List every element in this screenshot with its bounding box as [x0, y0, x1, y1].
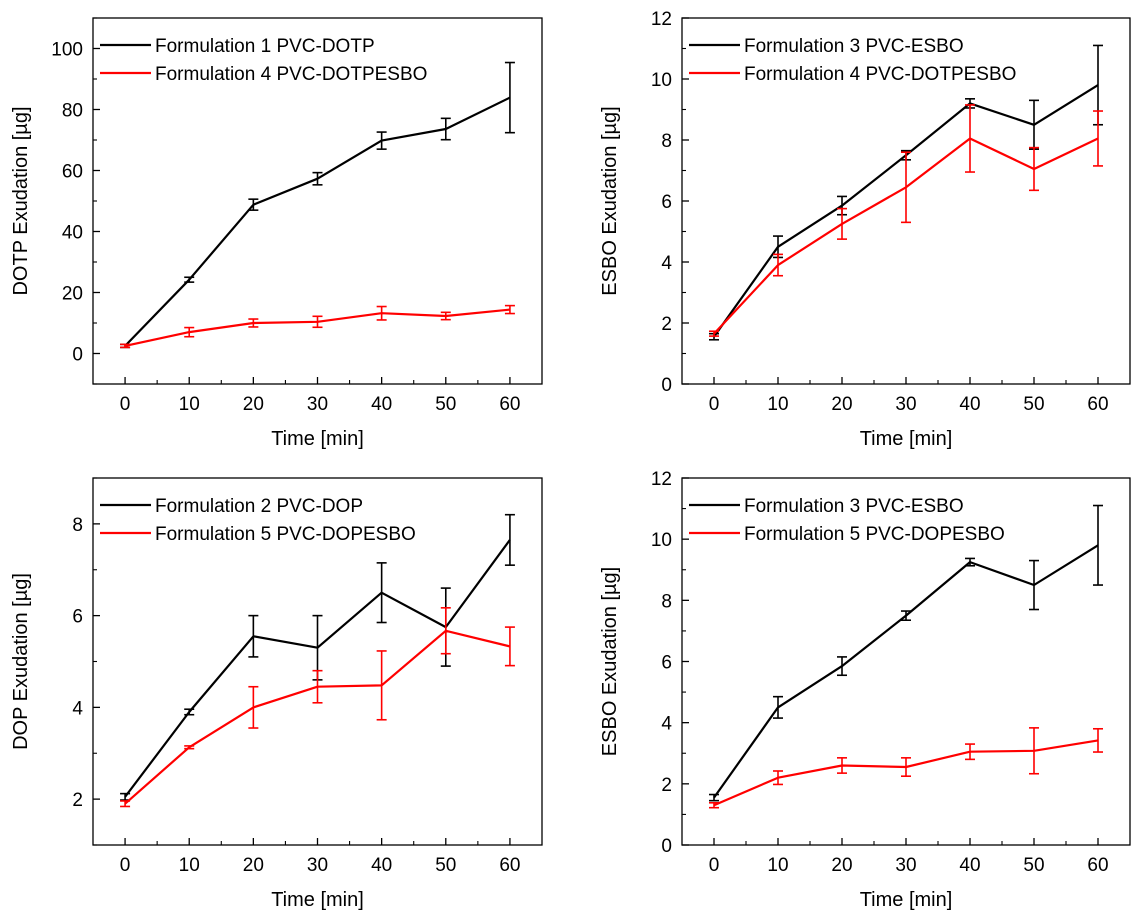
- y-tick-label: 20: [62, 284, 83, 305]
- x-tick-label: 10: [767, 394, 788, 415]
- series-black: [120, 61, 515, 349]
- x-tick-label: 40: [959, 394, 980, 415]
- y-tick-label: 4: [72, 698, 83, 719]
- x-tick-label: 50: [1023, 394, 1044, 415]
- y-tick-label: 12: [651, 9, 672, 30]
- y-tick-label: 60: [62, 162, 83, 183]
- y-tick-label: 0: [661, 836, 672, 857]
- legend-label: Formulation 3 PVC-ESBO: [744, 36, 964, 57]
- y-axis-label: ESBO Exudation [µg]: [599, 106, 621, 295]
- y-tick-label: 2: [72, 790, 83, 811]
- legend: Formulation 3 PVC-ESBO Formulation 4 PVC-…: [689, 36, 1016, 85]
- y-axis-label: ESBO Exudation [µg]: [599, 567, 621, 756]
- y-tick-label: 0: [661, 375, 672, 396]
- x-tick-label: 10: [179, 855, 200, 876]
- y-tick-label: 100: [51, 40, 83, 61]
- legend-label: Formulation 5 PVC-DOPESBO: [744, 524, 1005, 545]
- x-tick-label: 60: [1087, 394, 1108, 415]
- x-axis-label: Time [min]: [271, 889, 364, 911]
- series-red: [709, 727, 1103, 809]
- legend-label: Formulation 5 PVC-DOPESBO: [155, 524, 416, 545]
- x-tick-label: 0: [120, 855, 131, 876]
- x-tick-label: 20: [831, 855, 852, 876]
- x-tick-label: 0: [709, 394, 720, 415]
- y-tick-label: 0: [72, 345, 83, 366]
- x-tick-label: 30: [307, 855, 328, 876]
- x-tick-label: 10: [179, 394, 200, 415]
- x-tick-label: 40: [959, 855, 980, 876]
- y-tick-label: 6: [661, 192, 672, 213]
- y-tick-label: 8: [661, 131, 672, 152]
- y-tick-label: 40: [62, 223, 83, 244]
- legend-label: Formulation 4 PVC-DOTPESBO: [744, 64, 1016, 85]
- legend-label: Formulation 1 PVC-DOTP: [155, 36, 375, 57]
- x-tick-label: 20: [243, 855, 264, 876]
- y-tick-label: 4: [661, 714, 672, 735]
- series-red: [120, 607, 515, 808]
- series-black: [709, 504, 1103, 802]
- x-tick-label: 0: [120, 394, 131, 415]
- series-red: [709, 104, 1103, 337]
- x-axis-label: Time [min]: [860, 428, 953, 450]
- y-tick-label: 80: [62, 101, 83, 122]
- x-tick-label: 30: [307, 394, 328, 415]
- y-tick-label: 12: [651, 469, 672, 490]
- y-tick-label: 8: [661, 591, 672, 612]
- x-tick-label: 50: [1023, 855, 1044, 876]
- panel-esbo-top: 0 10 20 30 40 50 60 0 2 4 6 8 10 12 Time [min] ESBO Exu…: [599, 9, 1131, 450]
- x-tick-label: 0: [709, 855, 720, 876]
- x-tick-label: 30: [895, 394, 916, 415]
- y-axis-label: DOP Exudation [µg]: [10, 573, 32, 750]
- y-tick-label: 4: [661, 253, 672, 274]
- legend-label: Formulation 2 PVC-DOP: [155, 496, 363, 517]
- x-axis-label: Time [min]: [271, 428, 364, 450]
- x-tick-label: 20: [831, 394, 852, 415]
- x-tick-label: 20: [243, 394, 264, 415]
- x-tick-label: 40: [371, 394, 392, 415]
- y-tick-label: 8: [72, 515, 83, 536]
- y-tick-label: 10: [651, 70, 672, 91]
- legend-label: Formulation 3 PVC-ESBO: [744, 496, 964, 517]
- x-tick-label: 50: [435, 855, 456, 876]
- y-tick-label: 2: [661, 775, 672, 796]
- series-red: [120, 304, 515, 349]
- y-tick-label: 2: [661, 314, 672, 335]
- panel-dop: 0 10 20 30 40 50 60 2 4 6 8 Time [min] DOP Exudation…: [10, 477, 543, 911]
- x-tick-label: 60: [499, 855, 520, 876]
- y-tick-label: 6: [72, 607, 83, 628]
- legend: Formulation 1 PVC-DOTP Formulation 4 PVC-…: [100, 36, 427, 85]
- legend-label: Formulation 4 PVC-DOTPESBO: [155, 64, 427, 85]
- x-tick-label: 40: [371, 855, 392, 876]
- legend: Formulation 2 PVC-DOP Formulation 5 PVC-D…: [100, 496, 416, 545]
- series-line: [124, 96, 511, 347]
- legend: Formulation 3 PVC-ESBO Formulation 5 PVC-…: [689, 496, 1005, 545]
- x-tick-label: 60: [1087, 855, 1108, 876]
- y-tick-label: 10: [651, 530, 672, 551]
- x-axis-label: Time [min]: [860, 889, 953, 911]
- x-tick-label: 30: [895, 855, 916, 876]
- y-tick-label: 6: [661, 653, 672, 674]
- panel-esbo-bottom: 0 10 20 30 40 50 60 0 2 4 6 8 10 12 Time [min] ESBO Exu…: [599, 469, 1131, 911]
- y-axis-label: DOTP Exudation [µg]: [10, 106, 32, 295]
- panel-dotp: 0 10 20 30 40 50 60 0 20 40 60 80 100 Time [min] DOTP …: [10, 17, 543, 450]
- x-tick-label: 10: [767, 855, 788, 876]
- x-tick-label: 60: [499, 394, 520, 415]
- x-tick-label: 50: [435, 394, 456, 415]
